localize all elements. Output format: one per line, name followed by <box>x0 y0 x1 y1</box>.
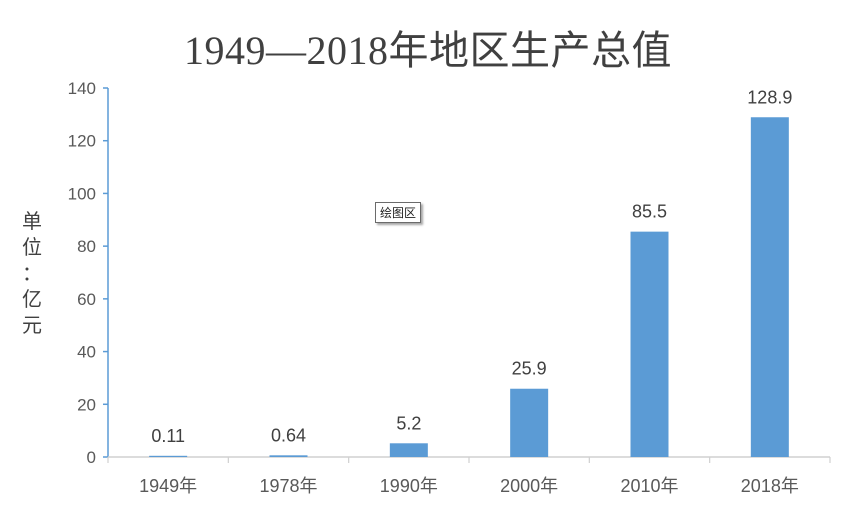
x-tick-label: 2000年 <box>500 476 558 496</box>
data-label: 25.9 <box>512 359 547 379</box>
y-tick-label: 60 <box>77 290 96 309</box>
y-tick-label: 40 <box>77 343 96 362</box>
bar[interactable] <box>149 455 188 457</box>
bar[interactable] <box>269 455 308 457</box>
x-tick-label: 1949年 <box>139 476 197 496</box>
y-axis-label-char: ： <box>22 261 42 285</box>
y-axis-label-text: 单位：亿元 <box>16 208 48 338</box>
bar[interactable] <box>389 443 428 457</box>
x-tick-label: 1990年 <box>380 476 438 496</box>
x-tick-label: 2018年 <box>741 476 799 496</box>
y-axis-label-char: 位 <box>22 235 42 259</box>
y-axis-label-char: 亿 <box>22 287 42 311</box>
y-tick-label: 20 <box>77 395 96 414</box>
x-tick-label: 1978年 <box>259 476 317 496</box>
y-tick-label: 100 <box>68 184 96 203</box>
y-axis-label: 单位：亿元 <box>16 208 48 338</box>
x-tick-label: 2010年 <box>620 476 678 496</box>
bar[interactable] <box>750 117 789 457</box>
data-label: 0.64 <box>271 425 306 445</box>
y-tick-label: 80 <box>77 237 96 256</box>
data-label: 85.5 <box>632 202 667 222</box>
y-axis-label-char: 单 <box>22 209 42 233</box>
chart-title: 1949—2018年地区生产总值 <box>184 28 672 73</box>
y-tick-label: 120 <box>68 132 96 151</box>
data-label: 0.11 <box>151 426 185 446</box>
y-tick-label: 140 <box>68 79 96 98</box>
data-label: 128.9 <box>747 87 792 107</box>
bar[interactable] <box>630 231 669 457</box>
data-label: 5.2 <box>396 413 421 433</box>
bar[interactable] <box>510 388 549 457</box>
y-axis-label-char: 元 <box>22 313 42 337</box>
plot-area-tooltip: 绘图区 <box>375 202 422 223</box>
y-tick-label: 0 <box>87 448 96 467</box>
